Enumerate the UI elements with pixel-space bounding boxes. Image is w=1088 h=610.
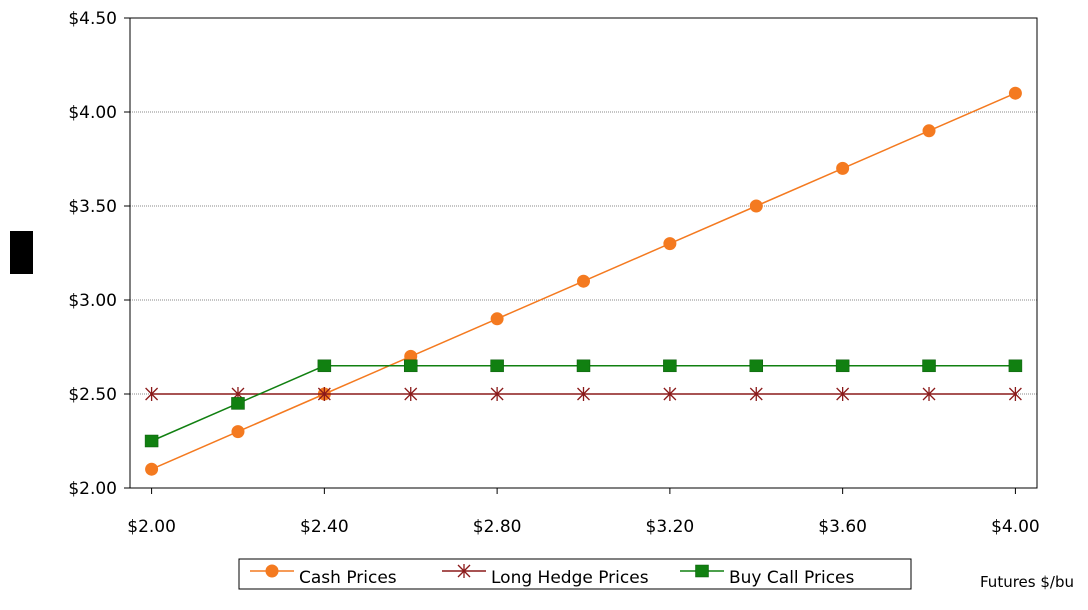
data-point: [317, 359, 332, 373]
data-point: [577, 274, 590, 288]
data-point: [577, 387, 590, 401]
data-point: [231, 397, 245, 410]
legend-item: Cash Prices: [250, 564, 397, 588]
data-point: [145, 387, 159, 401]
x-tick-label: $3.20: [646, 517, 695, 537]
x-tick-label: $4.00: [991, 517, 1040, 537]
legend-item: Buy Call Prices: [680, 564, 855, 588]
data-point: [749, 387, 763, 401]
data-point: [490, 312, 504, 326]
x-axis-label: Futures $/bu: [980, 573, 1074, 591]
data-point: [490, 387, 504, 401]
data-point: [403, 359, 418, 373]
y-tick-label: $4.50: [68, 9, 117, 29]
data-point: [1008, 86, 1022, 100]
legend-marker: [695, 564, 709, 578]
legend-marker: [457, 564, 471, 578]
data-point: [663, 387, 677, 401]
legend-label: Buy Call Prices: [729, 568, 855, 588]
axes: [129, 17, 1038, 489]
data-point: [663, 237, 677, 251]
legend-item: Long Hedge Prices: [442, 564, 649, 588]
data-point: [1008, 359, 1023, 373]
y-axis-ticks: $2.00 $2.50 $3.00 $3.50 $4.00 $4.50: [68, 9, 130, 499]
data-point: [576, 359, 591, 373]
data-point: [836, 387, 850, 401]
y-tick-label: $4.00: [68, 103, 117, 123]
legend-marker: [265, 564, 279, 578]
plot-area: [130, 18, 1037, 488]
x-axis-ticks: $2.00 $2.40 $2.80 $3.20 $3.60 $4.00: [127, 488, 1040, 537]
data-point: [231, 425, 245, 439]
y-tick-label: $3.50: [68, 197, 117, 217]
data-point: [317, 387, 331, 401]
legend-label: Cash Prices: [299, 568, 397, 588]
y-tick-label: $2.50: [68, 385, 117, 405]
legend-box: [238, 558, 912, 590]
plot-border: [129, 17, 1038, 489]
data-point: [836, 161, 850, 175]
y-axis-label-marker: [10, 231, 33, 274]
data-point: [922, 359, 936, 373]
series-layer: [144, 86, 1023, 476]
x-tick-label: $2.80: [473, 517, 522, 537]
data-point: [144, 434, 159, 448]
series-buy-call-prices: [144, 359, 1023, 448]
data-point: [749, 199, 763, 213]
legend-label: Long Hedge Prices: [491, 568, 649, 588]
data-point: [663, 359, 677, 373]
data-point: [145, 462, 159, 476]
x-tick-label: $2.00: [127, 517, 176, 537]
data-point: [922, 124, 936, 138]
data-point: [404, 387, 418, 401]
series-long-hedge-prices: [145, 387, 1022, 401]
data-point: [749, 359, 764, 373]
data-point: [922, 387, 936, 401]
legend-items: Cash Prices Long Hedge Prices Buy Call Pri…: [250, 564, 855, 588]
x-tick-label: $3.60: [818, 517, 867, 537]
data-point: [1008, 387, 1022, 401]
data-point: [490, 359, 504, 373]
y-tick-label: $2.00: [68, 479, 117, 499]
y-tick-label: $3.00: [68, 291, 117, 311]
data-point: [835, 359, 850, 373]
legend: Cash Prices Long Hedge Prices Buy Call Pri…: [238, 558, 912, 590]
x-tick-label: $2.40: [300, 517, 349, 537]
